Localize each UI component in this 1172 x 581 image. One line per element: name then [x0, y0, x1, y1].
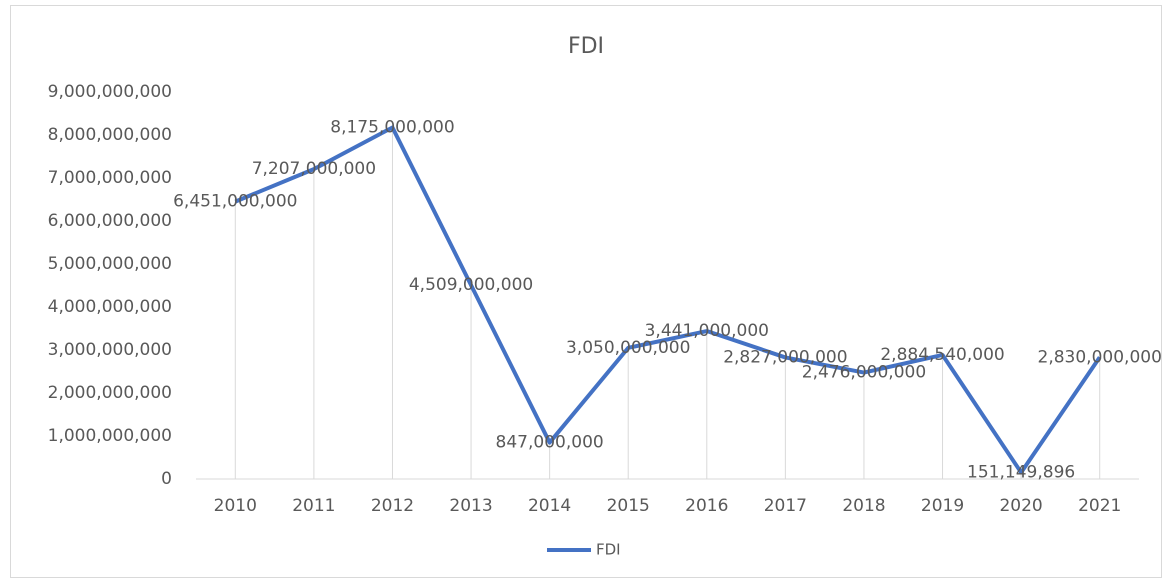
legend-label: FDI [596, 541, 621, 559]
data-label: 8,175,000,000 [330, 117, 454, 137]
y-tick-label: 5,000,000,000 [48, 254, 172, 274]
x-tick-label: 2011 [292, 496, 335, 516]
y-tick-label: 9,000,000,000 [48, 82, 172, 102]
x-tick-label: 2018 [842, 496, 885, 516]
data-label: 6,451,000,000 [173, 192, 297, 212]
y-tick-label: 0 [161, 469, 172, 489]
data-label: 2,830,000,000 [1038, 347, 1162, 367]
x-tick-label: 2017 [764, 496, 807, 516]
x-tick-label: 2010 [214, 496, 257, 516]
x-tick-label: 2021 [1078, 496, 1121, 516]
y-tick-label: 8,000,000,000 [48, 125, 172, 145]
x-tick-label: 2020 [999, 496, 1042, 516]
data-label: 2,476,000,000 [802, 363, 926, 383]
x-tick-label: 2014 [528, 496, 571, 516]
x-tick-label: 2012 [371, 496, 414, 516]
chart-title: FDI [568, 34, 604, 59]
chart-frame [10, 5, 1162, 578]
data-label: 2,884,540,000 [880, 345, 1004, 365]
y-tick-label: 2,000,000,000 [48, 383, 172, 403]
data-label: 4,509,000,000 [409, 275, 533, 295]
data-label: 7,207,000,000 [252, 159, 376, 179]
x-tick-label: 2015 [607, 496, 650, 516]
x-tick-label: 2016 [685, 496, 728, 516]
data-label: 2,827,000,000 [723, 347, 847, 367]
y-tick-label: 6,000,000,000 [48, 211, 172, 231]
x-tick-label: 2013 [449, 496, 492, 516]
x-tick-label: 2019 [921, 496, 964, 516]
y-tick-label: 7,000,000,000 [48, 168, 172, 188]
series-line [234, 125, 1102, 475]
y-tick-label: 3,000,000,000 [48, 340, 172, 360]
data-label: 3,441,000,000 [645, 321, 769, 341]
data-label: 847,000,000 [496, 433, 604, 453]
y-tick-label: 1,000,000,000 [48, 426, 172, 446]
y-tick-label: 4,000,000,000 [48, 297, 172, 317]
data-label: 3,050,000,000 [566, 338, 690, 358]
data-label: 151,149,896 [967, 463, 1075, 483]
